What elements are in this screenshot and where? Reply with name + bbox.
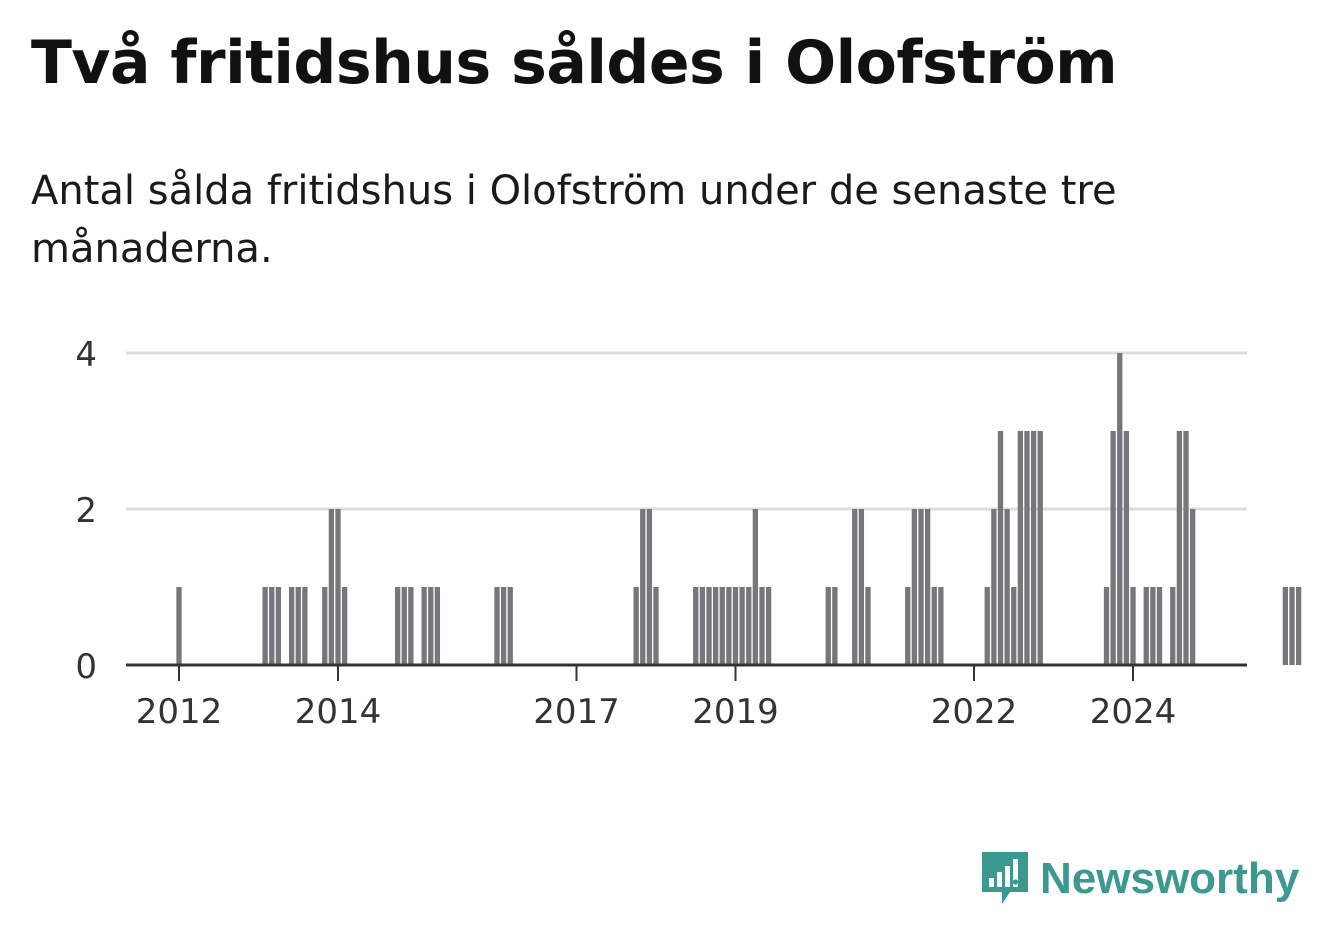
bar (719, 587, 725, 665)
bar (739, 587, 745, 665)
bar (428, 587, 434, 665)
bar (1004, 509, 1010, 665)
bar (1176, 431, 1183, 665)
bar (712, 587, 719, 665)
bar (176, 587, 182, 665)
y-tick-label: 0 (75, 647, 97, 687)
bar (640, 509, 646, 665)
bar (328, 509, 335, 665)
bar (500, 587, 507, 665)
bar (991, 509, 997, 665)
bar (732, 587, 739, 665)
newsworthy-logo-icon (982, 852, 1028, 904)
bar (401, 587, 407, 665)
bar (699, 587, 706, 665)
y-tick-label: 4 (75, 335, 97, 375)
bar (1117, 353, 1123, 665)
bar (1170, 587, 1176, 665)
x-tick-label: 2019 (692, 692, 779, 732)
bar (434, 587, 441, 665)
bar (1017, 431, 1024, 665)
bar (1189, 509, 1196, 665)
bar (918, 509, 924, 665)
bar (341, 587, 348, 665)
bar (288, 587, 295, 665)
bar (1037, 431, 1043, 665)
bar (938, 587, 944, 665)
bar (924, 509, 931, 665)
bar (726, 587, 732, 665)
x-tick-label: 2024 (1090, 692, 1177, 732)
y-tick-label: 2 (75, 491, 97, 531)
bar (295, 587, 301, 665)
bar (746, 587, 752, 665)
newsworthy-logo: Newsworthy (980, 848, 1299, 910)
bar (765, 587, 772, 665)
newsworthy-wordmark: Newsworthy (1040, 854, 1300, 903)
bar (832, 587, 838, 665)
bar (997, 431, 1004, 665)
bar (1011, 587, 1017, 665)
bar (1282, 587, 1289, 665)
x-tick-label: 2014 (295, 692, 382, 732)
bar (394, 587, 401, 665)
bar (759, 587, 765, 665)
bar (322, 587, 328, 665)
bar (1295, 587, 1302, 665)
bar (1150, 587, 1156, 665)
bar (1024, 431, 1030, 665)
bar (408, 587, 414, 665)
bar (984, 587, 990, 665)
bar (1183, 431, 1189, 665)
bar (335, 509, 341, 665)
chart-subtitle: Antal sålda fritidshus i Olofström under… (31, 168, 1117, 272)
bar (302, 587, 308, 665)
bar (646, 509, 653, 665)
bar (269, 587, 275, 665)
bar (1030, 431, 1037, 665)
bar (825, 587, 831, 665)
bar (653, 587, 659, 665)
bar (852, 509, 858, 665)
bar (633, 587, 639, 665)
bar (1110, 431, 1116, 665)
x-tick-label: 2022 (931, 692, 1018, 732)
bar (752, 509, 759, 665)
x-tick-label: 2012 (136, 692, 223, 732)
bar (275, 587, 282, 665)
bar (706, 587, 712, 665)
bar (507, 587, 513, 665)
bar (1289, 587, 1295, 665)
bar (421, 587, 427, 665)
x-tick-label: 2017 (533, 692, 620, 732)
bar (1130, 587, 1136, 665)
bar (1103, 587, 1110, 665)
bar-chart: 0242012201420172019202220242 (75, 335, 1302, 732)
bar (865, 587, 871, 665)
bar (693, 587, 699, 665)
chart-title: Två fritidshus såldes i Olofström (31, 28, 1118, 98)
bar (1143, 587, 1149, 665)
bar (905, 587, 911, 665)
bar (911, 509, 918, 665)
bar (262, 587, 268, 665)
bar (931, 587, 937, 665)
bar (858, 509, 865, 665)
bar (1156, 587, 1163, 665)
bar (494, 587, 500, 665)
bar (1123, 431, 1130, 665)
